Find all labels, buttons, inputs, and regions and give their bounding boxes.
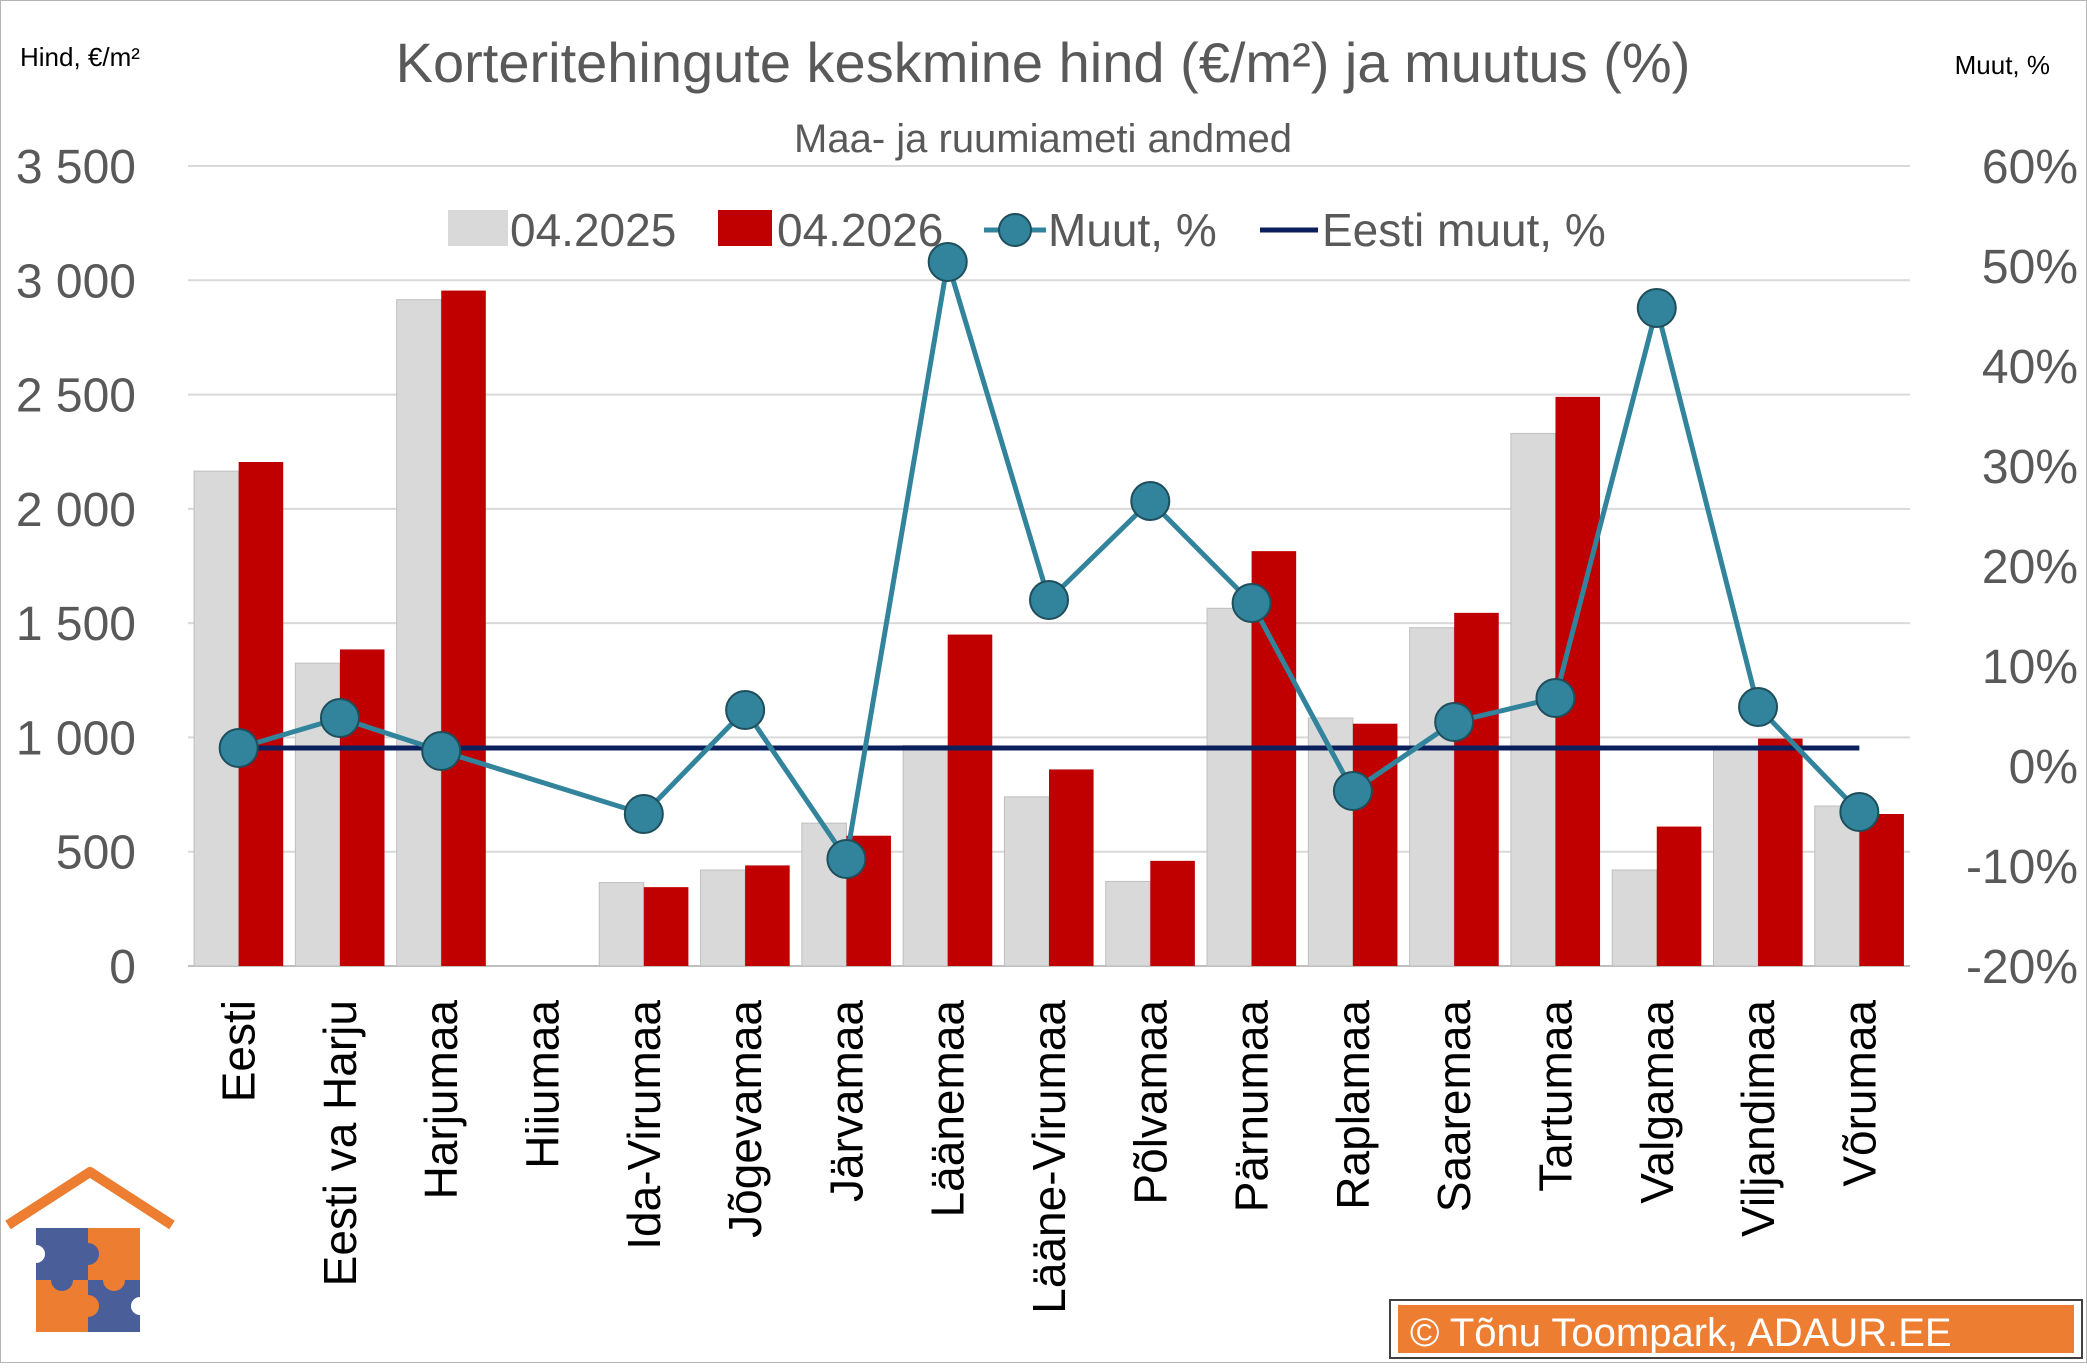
bar-2025 <box>700 869 746 967</box>
bar-2026 <box>745 865 790 966</box>
bar-2025 <box>902 744 949 967</box>
bar-2025 <box>1712 749 1759 967</box>
legend-marker-muut <box>998 213 1032 247</box>
legend-swatch-2026 <box>718 210 772 246</box>
muut-marker <box>1434 702 1475 742</box>
bar-2025 <box>1814 805 1860 967</box>
category-label: Raplamaa <box>1327 1000 1379 1210</box>
bar-2025 <box>598 882 645 967</box>
copyright-text: © Tõnu Toompark, ADAUR.EE <box>1410 1311 1952 1355</box>
muut-marker <box>826 839 867 879</box>
bar-2026 <box>1049 769 1094 966</box>
category-label: Harjumaa <box>415 1000 467 1200</box>
muut-marker <box>218 728 259 768</box>
muut-marker <box>1029 580 1069 620</box>
bar-2025 <box>1307 717 1354 967</box>
muut-marker <box>1231 583 1272 623</box>
muut-marker <box>725 690 766 730</box>
y2-tick-label: 40% <box>1982 341 2078 394</box>
bar-2025 <box>1409 627 1455 967</box>
category-label: Jõgevamaa <box>719 1000 771 1238</box>
category-label: Eesti <box>213 1000 265 1102</box>
y2-tick-label: 60% <box>1982 141 2078 194</box>
muut-marker <box>1535 678 1576 718</box>
y2-tick-label: -10% <box>1966 841 2078 894</box>
y2-tick-label: 0% <box>2009 741 2078 794</box>
y-tick-label: 1 000 <box>16 712 136 765</box>
legend-label-muut: Muut, % <box>1048 204 1217 256</box>
category-label: Põlvamaa <box>1124 1000 1176 1205</box>
muut-marker <box>1332 771 1373 811</box>
muut-marker <box>927 242 968 282</box>
bar-2026 <box>441 290 486 967</box>
copyright-box: © Tõnu Toompark, ADAUR.EE <box>1389 1299 2083 1359</box>
category-label: Läänemaa <box>922 1000 974 1218</box>
y-tick-label: 3 500 <box>16 141 136 194</box>
y-tick-label: 2 500 <box>16 370 136 423</box>
legend: 04.2025 04.2026 Muut, % Eesti muut, % <box>448 204 1606 256</box>
bar-2026 <box>339 649 385 966</box>
y-tick-label: 2 000 <box>16 484 136 537</box>
bar-2025 <box>1105 880 1151 967</box>
muut-marker <box>1130 481 1171 521</box>
y-tick-label: 0 <box>109 941 136 994</box>
y-tick-label: 500 <box>56 827 136 880</box>
muut-marker <box>319 698 360 738</box>
y-axis-title: Hind, €/m² <box>20 42 140 72</box>
category-label: Võrumaa <box>1833 1000 1885 1187</box>
legend-label-eesti: Eesti muut, % <box>1322 204 1606 256</box>
category-label: Lääne-Virumaa <box>1023 1000 1075 1314</box>
bar-2025 <box>1206 607 1253 967</box>
muut-marker <box>1636 288 1677 328</box>
y-tick-label: 1 500 <box>16 598 136 651</box>
category-label: Valgamaa <box>1631 1000 1683 1204</box>
bar-2026 <box>1656 826 1702 966</box>
muut-marker <box>623 794 664 834</box>
tick-labels: 0 500 1 000 1 500 2 000 2 500 3 000 3 500 -20% -1… <box>16 141 2078 994</box>
bar-2026 <box>238 462 284 966</box>
y2-tick-label: -20% <box>1966 941 2078 994</box>
category-label: Viljandimaa <box>1732 1000 1784 1237</box>
category-label: Eesti va Harju <box>314 1000 366 1286</box>
category-label: Ida-Virumaa <box>618 1000 670 1250</box>
bar-2026 <box>1859 814 1904 966</box>
y2-tick-label: 10% <box>1982 641 2078 694</box>
category-label: Järvamaa <box>820 1000 872 1202</box>
bar-2025 <box>193 470 240 967</box>
bar-2026 <box>1352 723 1398 966</box>
muut-line <box>237 259 1862 862</box>
category-label: Tartumaa <box>1529 1000 1581 1192</box>
category-labels: Eesti Eesti va Harju Harjumaa Hiiumaa Ida-Vi… <box>213 1000 1886 1314</box>
legend-label-2025: 04.2025 <box>510 204 676 256</box>
bar-2026 <box>1454 612 1499 966</box>
bar-2025 <box>1611 869 1658 967</box>
y2-tick-label: 30% <box>1982 441 2078 494</box>
bar-2026 <box>1758 738 1803 966</box>
y-tick-label: 3 000 <box>16 255 136 308</box>
category-label: Saaremaa <box>1428 1000 1480 1213</box>
bar-2026 <box>643 887 689 966</box>
y2-tick-label: 20% <box>1982 541 2078 594</box>
bar-2026 <box>947 634 993 966</box>
legend-swatch-2025 <box>448 210 508 246</box>
y2-tick-label: 50% <box>1982 241 2078 294</box>
house-puzzle-logo <box>5 1167 175 1332</box>
bar-2025 <box>1003 796 1050 967</box>
legend-label-2026: 04.2026 <box>777 204 943 256</box>
y2-axis-title: Muut, % <box>1955 50 2050 80</box>
chart-title: Korteritehingute keskmine hind (€/m²) ja… <box>396 31 1691 94</box>
category-label: Hiiumaa <box>517 1000 569 1169</box>
bar-2026 <box>1150 860 1195 966</box>
bar-2025 <box>396 299 442 967</box>
category-label: Pärnumaa <box>1226 1000 1278 1213</box>
muut-marker <box>421 731 462 771</box>
lines-layer <box>218 242 1880 879</box>
muut-marker <box>1839 792 1880 832</box>
muut-marker <box>1738 687 1779 727</box>
chart-subtitle: Maa- ja ruumiameti andmed <box>794 117 1292 161</box>
